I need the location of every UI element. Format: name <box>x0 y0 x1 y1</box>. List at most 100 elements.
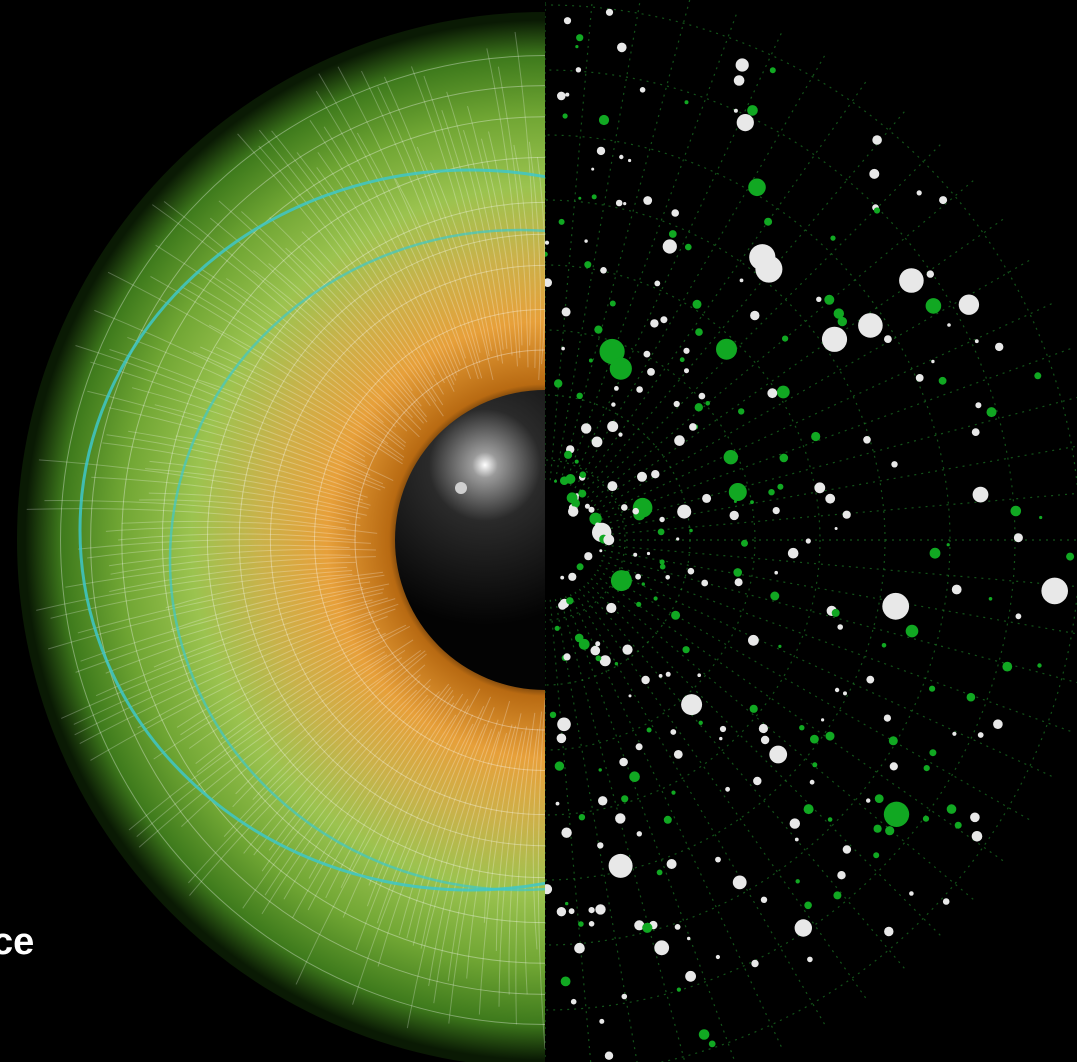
white-data-dot <box>931 359 935 364</box>
white-data-dot <box>866 798 871 803</box>
white-data-dot <box>545 884 553 895</box>
green-data-dot <box>873 207 881 214</box>
white-data-dot <box>654 280 661 287</box>
white-data-dot <box>608 853 633 878</box>
green-data-dot <box>831 608 840 617</box>
white-data-dot <box>584 503 590 509</box>
green-data-dot <box>565 901 569 906</box>
green-data-dot <box>733 568 742 577</box>
green-data-dot <box>641 582 645 586</box>
white-data-dot <box>561 827 572 838</box>
white-data-dot <box>633 552 638 557</box>
green-data-dot <box>873 824 882 833</box>
green-data-dot <box>689 528 693 533</box>
white-data-dot <box>607 481 618 492</box>
white-data-dot <box>701 579 709 587</box>
white-data-dot <box>825 493 836 504</box>
white-data-dot <box>561 346 565 351</box>
green-data-dot <box>803 804 814 815</box>
white-data-dot <box>605 8 614 16</box>
white-data-dot <box>753 776 762 786</box>
green-data-dot <box>830 235 836 241</box>
white-data-dot <box>872 135 882 145</box>
green-data-dot <box>629 771 640 782</box>
green-data-dot <box>579 471 587 479</box>
white-data-dot <box>758 723 769 734</box>
white-data-dot <box>1041 577 1068 605</box>
green-data-dot <box>738 408 745 415</box>
white-data-dot <box>584 552 593 561</box>
white-data-dot <box>884 926 894 937</box>
white-data-dot <box>637 471 647 482</box>
white-data-dot <box>760 735 770 745</box>
white-data-dot <box>600 267 607 274</box>
white-data-dot <box>665 671 671 677</box>
green-data-dot <box>576 392 583 399</box>
white-data-dot <box>591 436 603 448</box>
white-data-dot <box>883 714 892 722</box>
white-data-dot <box>760 896 768 903</box>
white-data-dot <box>687 936 691 941</box>
white-data-dot <box>685 970 696 982</box>
white-data-dot <box>749 244 776 271</box>
green-data-dot <box>929 685 936 692</box>
white-data-dot <box>884 335 892 343</box>
white-data-dot <box>750 310 760 321</box>
white-data-dot <box>590 645 601 656</box>
white-data-dot <box>671 209 679 217</box>
green-data-dot <box>609 357 632 380</box>
green-data-dot <box>671 610 681 620</box>
white-data-dot <box>596 146 606 156</box>
green-data-dot <box>824 294 835 305</box>
green-data-dot <box>578 921 584 927</box>
green-data-dot <box>770 591 780 601</box>
green-data-dot <box>929 547 941 559</box>
white-data-dot <box>588 907 595 914</box>
white-data-dot <box>774 570 778 575</box>
green-data-dot <box>741 539 748 547</box>
white-data-dot <box>674 435 685 446</box>
green-data-dot <box>1002 661 1013 672</box>
green-data-dot <box>1039 515 1043 520</box>
green-data-dot <box>663 815 672 824</box>
green-data-dot <box>545 251 548 257</box>
white-data-dot <box>568 506 579 517</box>
green-data-dot <box>750 500 754 504</box>
white-data-dot <box>615 199 623 207</box>
green-data-dot <box>594 325 603 334</box>
green-data-dot <box>692 299 702 309</box>
green-data-dot <box>549 711 557 718</box>
green-data-dot <box>966 692 976 702</box>
white-data-dot <box>733 108 738 113</box>
white-data-dot <box>837 624 843 630</box>
white-data-dot <box>641 675 650 685</box>
white-data-dot <box>597 842 604 849</box>
green-data-dot <box>833 891 842 900</box>
white-data-dot <box>687 567 695 575</box>
white-data-dot <box>995 342 1004 352</box>
white-data-dot <box>647 368 655 376</box>
white-data-dot <box>628 158 632 163</box>
white-data-dot <box>683 347 690 354</box>
white-data-dot <box>606 602 617 614</box>
white-data-dot <box>621 504 628 511</box>
white-data-dot <box>618 432 623 437</box>
white-data-dot <box>863 436 871 444</box>
white-data-dot <box>599 549 603 553</box>
white-data-dot <box>772 507 780 515</box>
white-data-dot <box>837 871 846 880</box>
white-data-dot <box>621 993 628 1000</box>
white-data-dot <box>561 307 571 317</box>
white-data-dot <box>975 402 982 409</box>
white-data-dot <box>909 891 914 896</box>
white-data-dot <box>951 584 962 595</box>
white-data-dot <box>635 573 641 580</box>
green-data-dot <box>905 624 919 638</box>
white-data-dot <box>560 575 565 580</box>
white-data-dot <box>632 507 639 515</box>
white-data-dot <box>715 954 721 960</box>
green-data-dot <box>885 826 895 836</box>
white-data-dot <box>733 75 745 86</box>
white-data-dot <box>739 278 744 283</box>
white-data-dot <box>769 745 788 764</box>
